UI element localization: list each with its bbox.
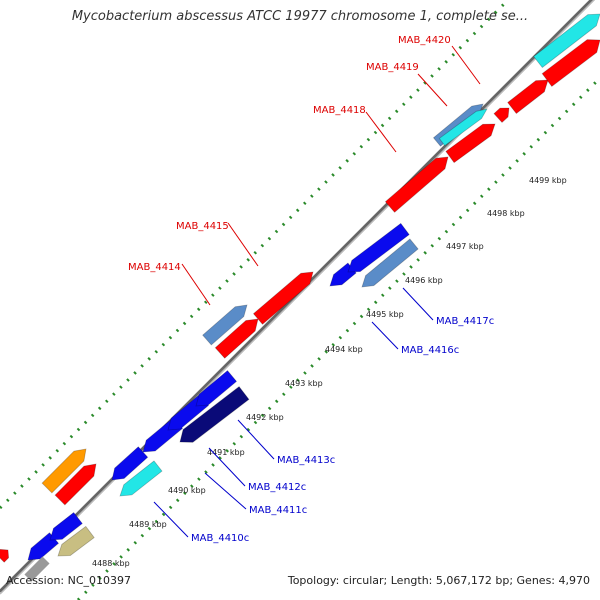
accession-text: Accession: NC_010397 [6,574,132,587]
gene-arrow-blue [49,511,83,541]
forward-tick-track [0,0,511,510]
gene-arrow-steelblue [202,304,248,346]
scale-tick-label: 4495 kbp [366,310,404,319]
gene-arrow-cyan [533,13,600,69]
gene-arrow-navy [179,386,250,443]
gene-label-mab_4417c: MAB_4417c [436,316,494,327]
gene-label-mab_4411c: MAB_4411c [249,505,307,516]
scale-tick-label: 4489 kbp [129,520,167,529]
gene-arrow-red [541,39,600,87]
scale-tick-label: 4491 kbp [207,448,245,457]
gene-label-mab_4420: MAB_4420 [398,35,451,46]
leader-line [402,287,434,321]
gene-arrow-blue [195,370,238,407]
gene-arrow-khaki [57,525,95,557]
leader-line [204,472,247,510]
scale-tick-label: 4496 kbp [405,276,443,285]
gene-label-mab_4412c: MAB_4412c [248,482,306,493]
leader-line [181,263,211,306]
gene-arrow-steelblue [361,238,419,288]
gene-label-mab_4414: MAB_4414 [128,262,181,273]
gene-arrow-orange [41,448,87,494]
genome-summary-text: Topology: circular; Length: 5,067,172 bp… [287,574,590,587]
gene-arrow-blue [347,222,410,273]
gene-arrow-red [0,548,10,563]
gene-arrow-red [214,318,259,359]
leader-line [237,419,275,460]
gene-arrow-red [252,271,314,325]
gene-arrow-red [54,463,97,506]
leader-line [227,222,259,267]
scale-tick-label: 4490 kbp [168,486,206,495]
scale-tick-label: 4488 kbp [92,559,130,568]
scale-tick-label: 4493 kbp [285,379,323,388]
scale-tick-label: 4497 kbp [446,242,484,251]
gene-label-mab_4418: MAB_4418 [313,105,366,116]
leader-line [365,111,397,153]
page-title: Mycobacterium abscessus ATCC 19977 chrom… [71,9,529,24]
scale-tick-label: 4499 kbp [529,176,567,185]
leader-line [153,501,189,538]
gene-label-mab_4415: MAB_4415 [176,221,229,232]
leader-line [417,73,448,107]
leader-line [371,321,399,350]
leader-line [208,447,246,487]
gene-label-mab_4410c: MAB_4410c [191,533,249,544]
gene-arrow-cyan [438,108,488,147]
gene-label-mab_4416c: MAB_4416c [401,345,459,356]
gene-label-mab_4419: MAB_4419 [366,62,419,73]
gene-arrow-cyan [119,460,163,497]
gene-arrow-red [493,107,510,123]
scale-tick-label: 4492 kbp [246,413,284,422]
leader-line [451,45,481,85]
scale-tick-label: 4498 kbp [487,209,525,218]
scale-tick-label: 4494 kbp [325,345,363,354]
gene-arrow-gray [24,556,50,582]
gene-label-mab_4413c: MAB_4413c [277,455,335,466]
gene-arrow-red [384,156,449,213]
gene-arrow-red [445,123,496,164]
gene-arrow-red [507,79,549,115]
